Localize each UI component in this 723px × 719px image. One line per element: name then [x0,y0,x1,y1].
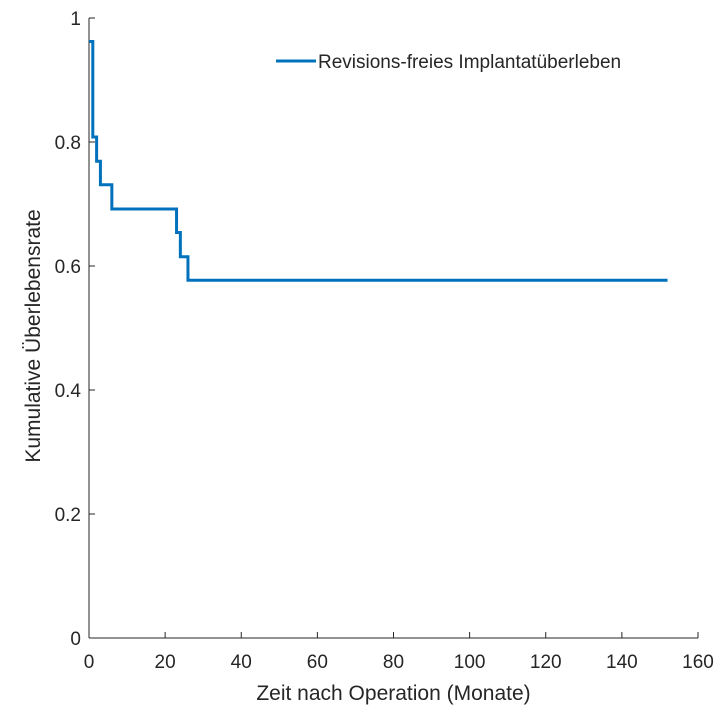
y-tick-label: 0.2 [55,505,81,526]
y-tick-label: 1 [70,9,81,30]
x-tick-label: 20 [155,652,176,673]
x-tick-label: 40 [231,652,252,673]
y-tick-label: 0.6 [55,257,81,278]
legend: Revisions-freies Implantatüberleben [276,52,621,73]
ticks: 0 20 40 60 80 100 120 140 160 0 0.2 0.4 0.6 0.8 1 [55,9,714,673]
x-tick-label: 60 [307,652,328,673]
x-tick-label: 100 [454,652,486,673]
y-axis-label: Kumulative Überlebensrate [22,209,45,462]
y-tick-label: 0.4 [55,381,82,402]
series-layer [89,40,668,282]
series-line [89,40,668,282]
axes [88,18,698,639]
y-tick-label: 0.8 [55,133,81,154]
x-axis-label: Zeit nach Operation (Monate) [256,682,530,705]
x-tick-label: 140 [606,652,638,673]
y-tick-label: 0 [70,629,81,650]
x-tick-label: 120 [530,652,562,673]
legend-label: Revisions-freies Implantatüberleben [318,52,621,73]
x-tick-label: 80 [383,652,404,673]
x-tick-label: 160 [682,652,714,673]
x-tick-label: 0 [84,652,95,673]
